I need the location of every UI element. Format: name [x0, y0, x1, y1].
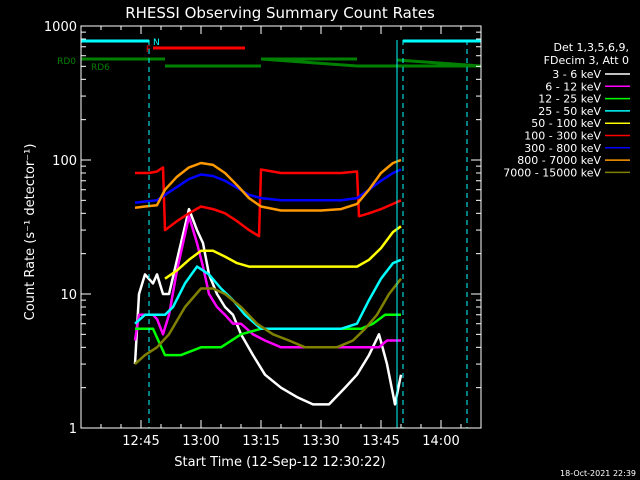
- legend-label-2: 6 - 12 keV: [545, 80, 601, 93]
- x-tick-label-1: 12:45: [122, 434, 159, 449]
- legend-header-line-2: FDecim 3, Att 0: [544, 54, 629, 67]
- series-line-5: [164, 225, 402, 280]
- axes-layer: 12:45 13:00 13:15 13:30 13:45 14:00 1 10 100 1000: [44, 20, 482, 449]
- plot-frame: [80, 25, 482, 429]
- status-label-f: F: [146, 45, 151, 55]
- series-layer: [133, 158, 403, 406]
- status-layer: NF RD0 RD6: [57, 38, 482, 428]
- series-line-4: [134, 258, 402, 331]
- x-tick-label-2: 13:00: [182, 434, 219, 449]
- status-label-n: N: [153, 38, 160, 48]
- x-tick-label-6: 14:00: [422, 434, 459, 449]
- x-axis-label: Start Time (12-Sep-12 12:30:22): [174, 455, 385, 470]
- x-tick-label-4: 13:30: [302, 434, 339, 449]
- series-line-1: [133, 207, 403, 406]
- series-line-2: [133, 215, 401, 349]
- legend-label-5: 50 - 100 keV: [531, 117, 601, 130]
- legend-label-8: 800 - 7000 keV: [517, 154, 601, 167]
- series-line-9: [134, 277, 402, 366]
- status-label-rd0: RD0: [57, 57, 76, 67]
- y-tick-label-3: 100: [52, 154, 77, 169]
- status-label-rd6: RD6: [91, 63, 110, 73]
- y-tick-label-2: 10: [60, 288, 77, 303]
- legend-header-line-1: Det 1,3,5,6,9,: [553, 41, 629, 54]
- timestamp-label: 18-Oct-2021 22:39: [560, 469, 636, 478]
- series-line-8: [134, 158, 402, 212]
- series-line-6: [135, 166, 402, 238]
- legend-label-7: 300 - 800 keV: [524, 142, 601, 155]
- x-tick-label-5: 13:45: [362, 434, 399, 449]
- x-tick-label-3: 13:15: [242, 434, 279, 449]
- legend-label-9: 7000 - 15000 keV: [503, 166, 601, 179]
- chart-title: RHESSI Observing Summary Count Rates: [125, 4, 435, 22]
- y-axis-label: Count Rate (s⁻¹ detector⁻¹): [23, 144, 38, 321]
- legend-label-3: 12 - 25 keV: [538, 93, 601, 106]
- legend-label-1: 3 - 6 keV: [552, 68, 601, 81]
- legend-label-4: 25 - 50 keV: [538, 105, 601, 118]
- y-tick-label-1: 1: [69, 422, 77, 437]
- series-line-3: [135, 313, 401, 357]
- y-tick-label-4: 1000: [44, 20, 77, 35]
- legend-label-6: 100 - 300 keV: [524, 130, 601, 143]
